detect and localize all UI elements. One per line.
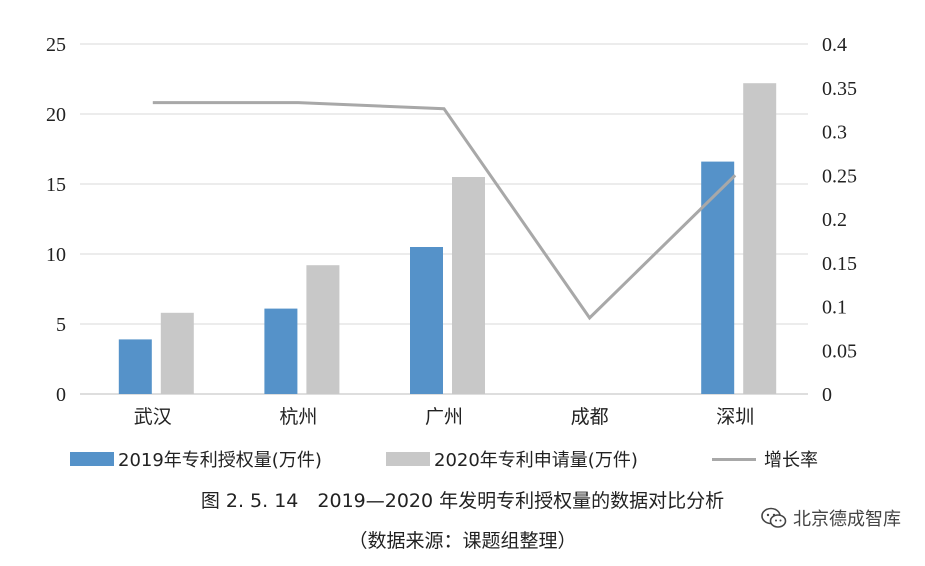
legend-swatch-2019 (70, 452, 114, 466)
watermark: 北京德成智库 (761, 505, 901, 531)
category-label: 深圳 (716, 406, 754, 428)
legend-item-2019: 2019年专利授权量(万件) (70, 444, 322, 474)
right-tick-label: 0.15 (822, 253, 857, 275)
legend-swatch-growth (712, 457, 756, 461)
bar-2019 (118, 339, 152, 394)
bar-2020 (743, 83, 777, 394)
chart-area: 0 5 10 15 20 25 0 0.05 0.1 0.15 0.2 0.25 0.3 0.35 0.4… (46, 34, 857, 428)
right-tick-label: 0.3 (822, 122, 847, 144)
right-tick-label: 0.1 (822, 297, 847, 319)
growth-line (152, 101, 737, 321)
left-axis-ticks: 0 5 10 15 20 25 (46, 34, 66, 406)
right-tick-label: 0.25 (822, 165, 857, 187)
legend-label-2020: 2020年专利申请量(万件) (434, 450, 638, 471)
bar-2020 (160, 312, 194, 394)
category-label: 广州 (425, 406, 463, 428)
left-tick-label: 25 (46, 34, 66, 56)
right-tick-label: 0.05 (822, 340, 857, 362)
figure-caption: 图 2. 5. 14 2019—2020 年发明专利授权量的数据对比分析 (200, 490, 725, 512)
left-tick-label: 20 (46, 104, 66, 126)
legend-item-2020: 2020年专利申请量(万件) (386, 444, 638, 474)
left-tick-label: 5 (56, 314, 66, 336)
right-tick-label: 0.4 (822, 34, 847, 56)
bar-2019 (264, 308, 298, 394)
legend-swatch-2020 (386, 452, 430, 466)
right-axis-ticks: 0 0.05 0.1 0.15 0.2 0.25 0.3 0.35 0.4 (822, 34, 857, 406)
wechat-icon (761, 507, 787, 528)
category-label: 武汉 (134, 406, 172, 428)
watermark-text: 北京德成智库 (793, 509, 901, 530)
source-note: （数据来源：课题组整理） (348, 530, 577, 552)
bar-2019 (410, 247, 443, 394)
left-tick-label: 10 (46, 244, 66, 266)
category-labels: 武汉 杭州 广州 成都 深圳 (134, 406, 754, 428)
legend-label-2019: 2019年专利授权量(万件) (118, 450, 322, 471)
left-tick-label: 0 (56, 384, 66, 406)
gridlines (80, 43, 808, 395)
bars (118, 83, 777, 394)
bar-2019 (701, 161, 735, 394)
right-tick-label: 0.35 (822, 78, 857, 100)
right-tick-label: 0.2 (822, 209, 847, 231)
left-tick-label: 15 (46, 174, 66, 196)
legend-label-growth: 增长率 (764, 450, 818, 471)
category-label: 成都 (571, 406, 609, 428)
legend: 2019年专利授权量(万件) 2020年专利申请量(万件) 增长率 (70, 444, 890, 474)
right-tick-label: 0 (822, 384, 832, 406)
category-label: 杭州 (279, 406, 317, 428)
bar-2020 (306, 265, 340, 394)
legend-item-growth: 增长率 (712, 444, 818, 474)
bar-2020 (452, 177, 485, 394)
growth-rate-line (152, 101, 737, 321)
